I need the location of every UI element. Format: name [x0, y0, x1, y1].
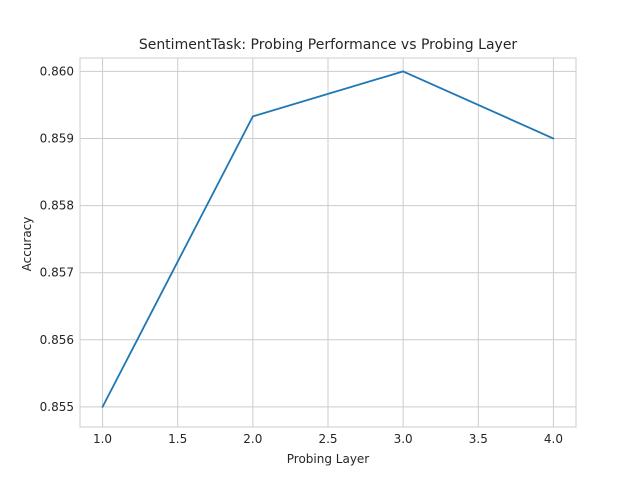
x-tick-label: 1.0: [93, 432, 112, 446]
x-axis-label: Probing Layer: [287, 452, 370, 466]
grid-lines: [80, 58, 576, 427]
y-tick-label: 0.856: [40, 333, 74, 347]
x-tick-label: 1.5: [168, 432, 187, 446]
x-axis-ticks: 1.0 1.5 2.0 2.5 3.0 3.5 4.0: [93, 432, 563, 446]
y-axis-ticks: 0.855 0.856 0.857 0.858 0.859 0.860: [40, 64, 74, 413]
y-axis-label: Accuracy: [20, 217, 34, 272]
series-line-0: [101, 70, 555, 408]
y-tick-label: 0.860: [40, 64, 74, 78]
x-tick-label: 2.0: [243, 432, 262, 446]
y-tick-label: 0.858: [40, 199, 74, 213]
x-tick-label: 3.5: [469, 432, 488, 446]
x-tick-label: 2.5: [318, 432, 337, 446]
x-tick-label: 3.0: [394, 432, 413, 446]
chart-title: SentimentTask: Probing Performance vs Pr…: [139, 37, 518, 53]
y-tick-label: 0.855: [40, 400, 74, 414]
y-tick-label: 0.857: [40, 266, 74, 280]
plot-area-border: [79, 57, 577, 428]
y-tick-label: 0.859: [40, 132, 74, 146]
series-layer: [101, 70, 555, 408]
plot-frame: [79, 57, 577, 428]
x-tick-label: 4.0: [544, 432, 563, 446]
